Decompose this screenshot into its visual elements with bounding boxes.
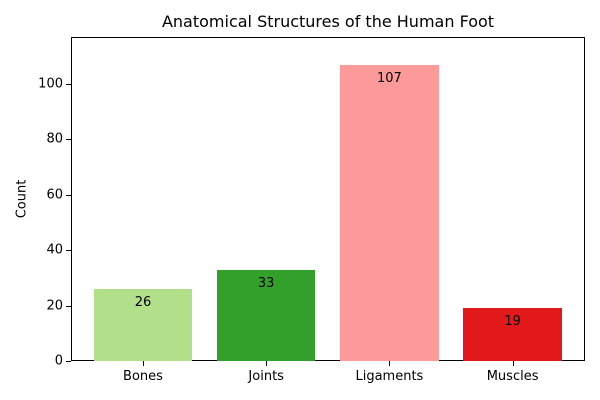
y-tick-label: 80 [46,131,63,147]
bar-bones [93,289,193,361]
y-tick-label: 40 [46,242,63,258]
y-tick [66,139,71,141]
y-tick [66,361,71,362]
x-tick [512,361,514,366]
bar-value-label: 19 [504,314,521,330]
y-tick [66,84,71,86]
y-tick [66,194,71,196]
bar-value-label: 107 [376,70,402,86]
y-tick [66,305,71,307]
y-tick-label: 60 [46,187,63,203]
bar-ligaments [340,64,439,361]
bar-muscles [463,308,562,361]
bar-value-label: 33 [257,275,275,291]
x-tick-label: Bones [123,369,163,384]
chart-title: Anatomical Structures of the Human Foot [161,12,495,31]
y-tick-label: 0 [54,353,63,369]
bar-value-label: 26 [134,295,152,310]
bar-joints [216,269,316,361]
plot-area [71,37,585,361]
x-tick [389,361,391,366]
x-tick-label: Ligaments [355,369,424,384]
x-tick-label: Joints [248,369,284,384]
x-tick [266,361,268,366]
x-tick-label: Muscles [486,369,539,384]
y-axis-label: Count [14,179,30,219]
y-tick [66,250,71,252]
y-tick-label: 100 [38,76,63,92]
y-tick-label: 20 [46,298,63,314]
x-tick [143,361,144,366]
